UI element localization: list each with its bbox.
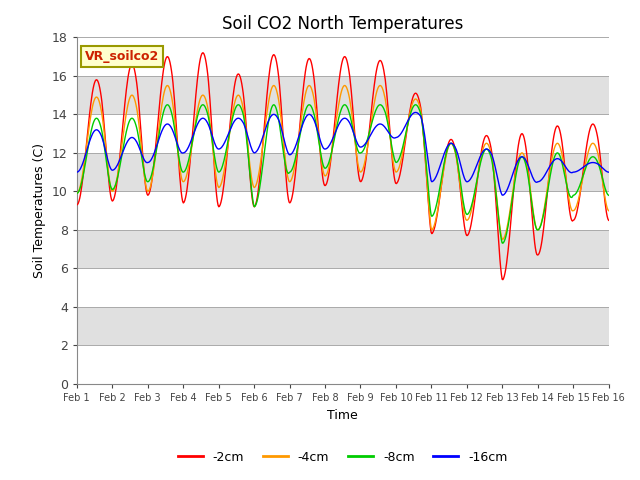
Legend: -2cm, -4cm, -8cm, -16cm: -2cm, -4cm, -8cm, -16cm bbox=[173, 446, 513, 468]
Bar bbox=[77, 346, 609, 384]
X-axis label: Time: Time bbox=[327, 408, 358, 421]
Bar bbox=[77, 76, 609, 114]
Bar bbox=[77, 153, 609, 192]
Bar bbox=[77, 37, 609, 76]
Bar bbox=[77, 114, 609, 153]
Bar bbox=[77, 268, 609, 307]
Title: Soil CO2 North Temperatures: Soil CO2 North Temperatures bbox=[222, 15, 463, 33]
Bar bbox=[77, 192, 609, 230]
Y-axis label: Soil Temperatures (C): Soil Temperatures (C) bbox=[33, 143, 46, 278]
Bar bbox=[77, 307, 609, 346]
Bar bbox=[77, 230, 609, 268]
Text: VR_soilco2: VR_soilco2 bbox=[84, 50, 159, 63]
